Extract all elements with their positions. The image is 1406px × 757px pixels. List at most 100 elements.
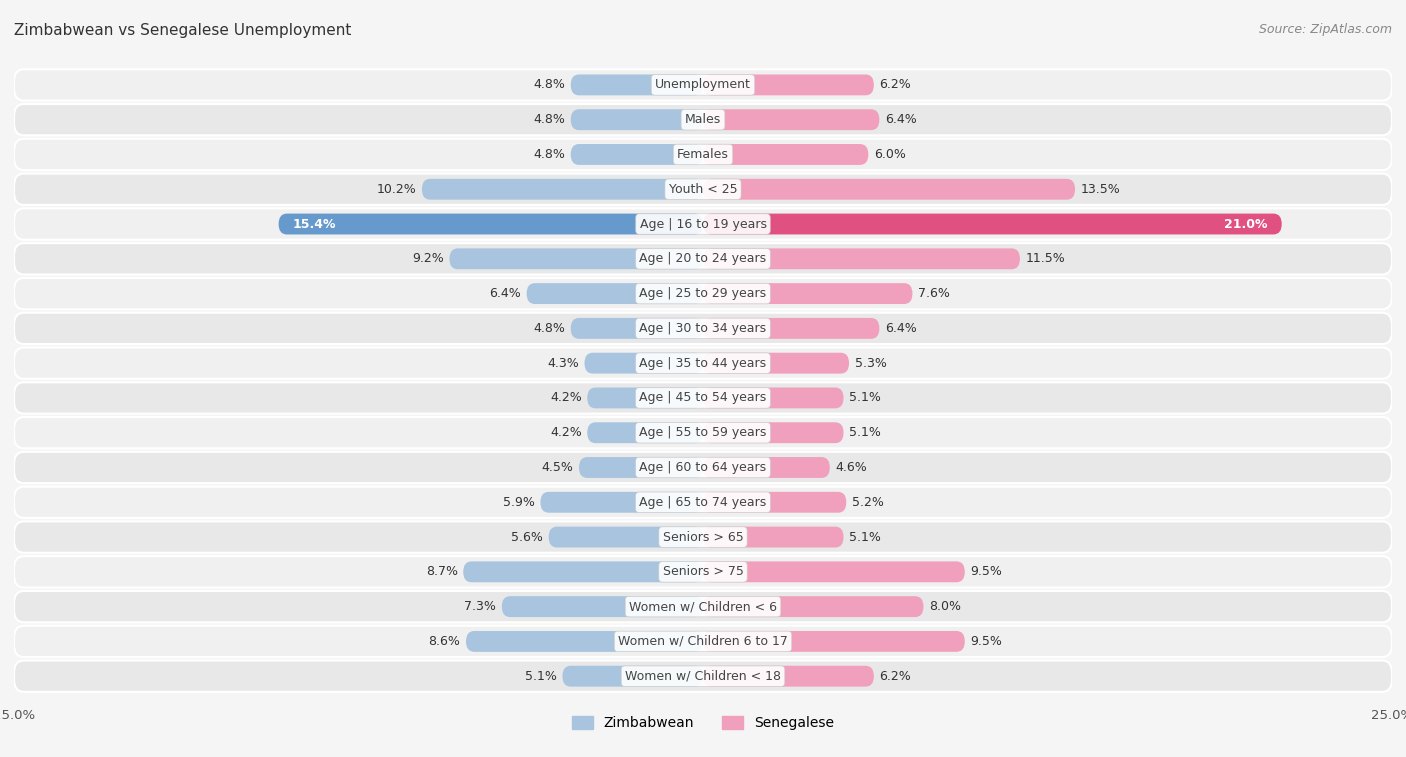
Text: Source: ZipAtlas.com: Source: ZipAtlas.com [1258, 23, 1392, 36]
FancyBboxPatch shape [703, 597, 924, 617]
FancyBboxPatch shape [703, 283, 912, 304]
Text: 6.2%: 6.2% [879, 79, 911, 92]
Text: 9.5%: 9.5% [970, 635, 1002, 648]
Text: 15.4%: 15.4% [292, 217, 336, 231]
FancyBboxPatch shape [14, 104, 1392, 136]
FancyBboxPatch shape [450, 248, 703, 269]
FancyBboxPatch shape [14, 173, 1392, 205]
Text: 5.3%: 5.3% [855, 357, 886, 369]
FancyBboxPatch shape [465, 631, 703, 652]
FancyBboxPatch shape [703, 213, 1282, 235]
Text: Women w/ Children < 18: Women w/ Children < 18 [626, 670, 780, 683]
Text: 4.2%: 4.2% [550, 391, 582, 404]
Text: 8.6%: 8.6% [429, 635, 461, 648]
Text: 4.8%: 4.8% [533, 148, 565, 161]
FancyBboxPatch shape [588, 422, 703, 443]
Text: 4.6%: 4.6% [835, 461, 868, 474]
FancyBboxPatch shape [14, 661, 1392, 692]
FancyBboxPatch shape [703, 527, 844, 547]
Text: Age | 45 to 54 years: Age | 45 to 54 years [640, 391, 766, 404]
Text: Zimbabwean vs Senegalese Unemployment: Zimbabwean vs Senegalese Unemployment [14, 23, 352, 38]
FancyBboxPatch shape [14, 347, 1392, 378]
Text: 8.7%: 8.7% [426, 565, 458, 578]
FancyBboxPatch shape [278, 213, 703, 235]
Text: 5.1%: 5.1% [849, 531, 882, 544]
FancyBboxPatch shape [703, 492, 846, 512]
Text: 4.8%: 4.8% [533, 322, 565, 335]
Text: 5.6%: 5.6% [512, 531, 543, 544]
Text: 6.4%: 6.4% [489, 287, 522, 300]
Text: 4.2%: 4.2% [550, 426, 582, 439]
FancyBboxPatch shape [14, 382, 1392, 413]
FancyBboxPatch shape [14, 278, 1392, 310]
FancyBboxPatch shape [703, 318, 879, 339]
Text: 5.1%: 5.1% [849, 426, 882, 439]
Text: 10.2%: 10.2% [377, 182, 416, 196]
FancyBboxPatch shape [14, 591, 1392, 622]
Text: Age | 30 to 34 years: Age | 30 to 34 years [640, 322, 766, 335]
FancyBboxPatch shape [14, 69, 1392, 101]
FancyBboxPatch shape [703, 248, 1019, 269]
Text: 5.1%: 5.1% [524, 670, 557, 683]
FancyBboxPatch shape [527, 283, 703, 304]
Text: 5.2%: 5.2% [852, 496, 884, 509]
Text: 6.4%: 6.4% [884, 322, 917, 335]
FancyBboxPatch shape [14, 208, 1392, 240]
FancyBboxPatch shape [571, 144, 703, 165]
FancyBboxPatch shape [703, 144, 869, 165]
Text: 4.8%: 4.8% [533, 114, 565, 126]
Text: 21.0%: 21.0% [1225, 217, 1268, 231]
Text: 4.3%: 4.3% [547, 357, 579, 369]
Text: Women w/ Children 6 to 17: Women w/ Children 6 to 17 [619, 635, 787, 648]
FancyBboxPatch shape [548, 527, 703, 547]
Text: Age | 60 to 64 years: Age | 60 to 64 years [640, 461, 766, 474]
Text: 13.5%: 13.5% [1081, 182, 1121, 196]
FancyBboxPatch shape [14, 626, 1392, 657]
Text: Age | 16 to 19 years: Age | 16 to 19 years [640, 217, 766, 231]
FancyBboxPatch shape [703, 422, 844, 443]
Text: 8.0%: 8.0% [929, 600, 960, 613]
FancyBboxPatch shape [571, 318, 703, 339]
FancyBboxPatch shape [571, 109, 703, 130]
FancyBboxPatch shape [703, 665, 875, 687]
Text: Seniors > 65: Seniors > 65 [662, 531, 744, 544]
Text: 6.4%: 6.4% [884, 114, 917, 126]
Text: Males: Males [685, 114, 721, 126]
Text: Age | 20 to 24 years: Age | 20 to 24 years [640, 252, 766, 265]
FancyBboxPatch shape [14, 556, 1392, 587]
Text: 9.5%: 9.5% [970, 565, 1002, 578]
Text: Women w/ Children < 6: Women w/ Children < 6 [628, 600, 778, 613]
Text: 6.2%: 6.2% [879, 670, 911, 683]
Text: 4.5%: 4.5% [541, 461, 574, 474]
FancyBboxPatch shape [14, 139, 1392, 170]
Text: 6.0%: 6.0% [875, 148, 905, 161]
Text: 4.8%: 4.8% [533, 79, 565, 92]
Text: Youth < 25: Youth < 25 [669, 182, 737, 196]
FancyBboxPatch shape [703, 562, 965, 582]
Text: Age | 65 to 74 years: Age | 65 to 74 years [640, 496, 766, 509]
Text: 5.9%: 5.9% [503, 496, 534, 509]
Text: Females: Females [678, 148, 728, 161]
Text: 9.2%: 9.2% [412, 252, 444, 265]
FancyBboxPatch shape [585, 353, 703, 374]
FancyBboxPatch shape [14, 417, 1392, 448]
Text: Age | 35 to 44 years: Age | 35 to 44 years [640, 357, 766, 369]
Text: 11.5%: 11.5% [1025, 252, 1066, 265]
FancyBboxPatch shape [588, 388, 703, 408]
FancyBboxPatch shape [540, 492, 703, 512]
FancyBboxPatch shape [502, 597, 703, 617]
FancyBboxPatch shape [14, 243, 1392, 275]
FancyBboxPatch shape [703, 109, 879, 130]
FancyBboxPatch shape [14, 522, 1392, 553]
Text: 7.6%: 7.6% [918, 287, 950, 300]
FancyBboxPatch shape [422, 179, 703, 200]
Text: Age | 25 to 29 years: Age | 25 to 29 years [640, 287, 766, 300]
Text: Age | 55 to 59 years: Age | 55 to 59 years [640, 426, 766, 439]
FancyBboxPatch shape [14, 313, 1392, 344]
FancyBboxPatch shape [703, 631, 965, 652]
FancyBboxPatch shape [703, 388, 844, 408]
FancyBboxPatch shape [571, 74, 703, 95]
FancyBboxPatch shape [703, 74, 875, 95]
Text: Unemployment: Unemployment [655, 79, 751, 92]
FancyBboxPatch shape [463, 562, 703, 582]
